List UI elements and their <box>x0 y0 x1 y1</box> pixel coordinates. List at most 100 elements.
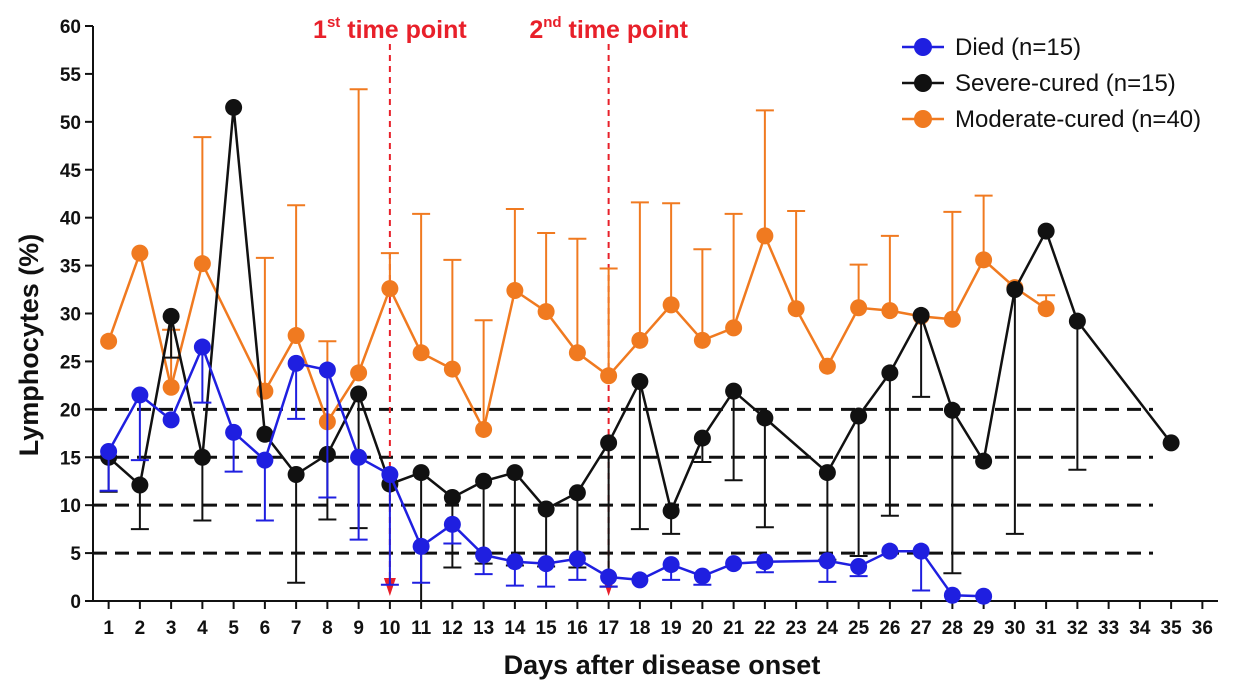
data-point <box>818 552 836 570</box>
legend-item: Moderate-cured (n=40) <box>902 106 1201 133</box>
time-point-ordinal: st <box>327 14 340 31</box>
data-point <box>568 550 586 568</box>
x-tick-label: 32 <box>1067 618 1088 639</box>
data-point <box>850 407 868 425</box>
time-point-number: 1 <box>313 16 327 44</box>
data-point <box>662 556 680 574</box>
data-point <box>475 472 493 490</box>
data-point <box>881 302 899 320</box>
data-point <box>506 464 524 482</box>
x-tick-label: 25 <box>848 618 870 639</box>
data-point <box>443 515 461 533</box>
data-point <box>975 251 993 269</box>
data-point <box>756 227 774 245</box>
data-point <box>818 464 836 482</box>
data-point <box>475 546 493 564</box>
legend-item: Severe-cured (n=15) <box>902 70 1176 97</box>
series-died <box>99 338 993 605</box>
data-point <box>787 300 805 318</box>
data-point <box>100 443 118 460</box>
data-point <box>162 307 180 325</box>
x-tick-label: 3 <box>166 618 177 639</box>
x-tick-label: 26 <box>879 618 900 639</box>
x-tick-label: 27 <box>911 618 932 639</box>
data-point <box>568 344 586 362</box>
data-point <box>412 537 430 555</box>
series-severe-cured <box>99 98 1180 602</box>
x-tick-label: 17 <box>598 618 619 639</box>
y-axis-label: Lymphocytes (%) <box>14 234 44 457</box>
data-point <box>287 327 305 345</box>
y-tick-label: 20 <box>60 400 81 421</box>
series-layer <box>99 88 1180 605</box>
x-tick-label: 15 <box>536 618 558 639</box>
data-point <box>600 434 618 452</box>
y-tick-label: 5 <box>70 544 81 565</box>
data-point <box>412 464 430 482</box>
y-tick-label: 40 <box>60 209 81 230</box>
y-tick-label: 0 <box>70 592 81 613</box>
data-point <box>287 466 305 483</box>
x-tick-label: 18 <box>629 618 650 639</box>
data-point <box>600 367 618 385</box>
x-tick-label: 9 <box>353 618 364 639</box>
time-point-text: time point <box>340 16 467 44</box>
data-point <box>287 354 305 372</box>
time-point-arrow <box>383 578 396 596</box>
data-point <box>537 303 555 321</box>
data-point <box>975 452 993 470</box>
data-point <box>381 466 399 483</box>
data-point <box>131 386 149 404</box>
data-point <box>943 401 961 419</box>
data-point <box>256 382 274 400</box>
data-point <box>1162 434 1180 452</box>
x-tick-label: 1 <box>103 618 114 639</box>
x-tick-label: 30 <box>1004 618 1025 639</box>
data-point <box>225 423 243 441</box>
data-point <box>912 542 930 560</box>
data-point <box>662 502 680 520</box>
data-point <box>725 555 743 573</box>
data-point <box>662 296 680 314</box>
y-tick-label: 55 <box>60 65 82 86</box>
data-point <box>443 360 461 378</box>
x-tick-label: 7 <box>291 618 302 639</box>
data-point <box>506 282 524 299</box>
legend: Died (n=15) Severe-cured (n=15) Moderate-c… <box>902 34 1201 133</box>
data-point <box>193 338 211 356</box>
data-point <box>350 448 368 466</box>
x-tick-label: 5 <box>228 618 239 639</box>
data-point <box>1037 222 1055 240</box>
x-axis-label: Days after disease onset <box>504 650 821 680</box>
data-point <box>475 420 493 438</box>
data-point <box>756 409 774 427</box>
time-point-number: 2 <box>529 16 543 44</box>
time-point-ordinal: nd <box>543 14 561 31</box>
data-point <box>162 411 180 429</box>
series-moderate-cured <box>100 88 1056 438</box>
data-point <box>693 567 711 585</box>
data-point <box>350 364 368 382</box>
x-tick-label: 14 <box>504 618 526 639</box>
x-tick-label: 23 <box>786 618 807 639</box>
x-tick-label: 33 <box>1098 618 1119 639</box>
data-point <box>1037 300 1055 318</box>
data-point <box>131 476 149 494</box>
x-tick-label: 10 <box>379 618 400 639</box>
data-point <box>256 425 274 443</box>
data-point <box>943 586 961 604</box>
x-tick-label: 29 <box>973 618 994 639</box>
data-point <box>506 553 524 571</box>
data-point <box>443 489 461 506</box>
data-point <box>756 553 774 571</box>
data-point <box>256 451 274 469</box>
data-point <box>943 310 961 328</box>
data-point <box>193 448 211 466</box>
reference-lines <box>93 407 1153 555</box>
x-tick-label: 22 <box>754 618 775 639</box>
time-point-label: 2nd time point <box>529 14 688 44</box>
legend-item: Died (n=15) <box>902 34 1081 61</box>
x-tick-label: 12 <box>442 618 463 639</box>
data-point <box>162 378 180 396</box>
